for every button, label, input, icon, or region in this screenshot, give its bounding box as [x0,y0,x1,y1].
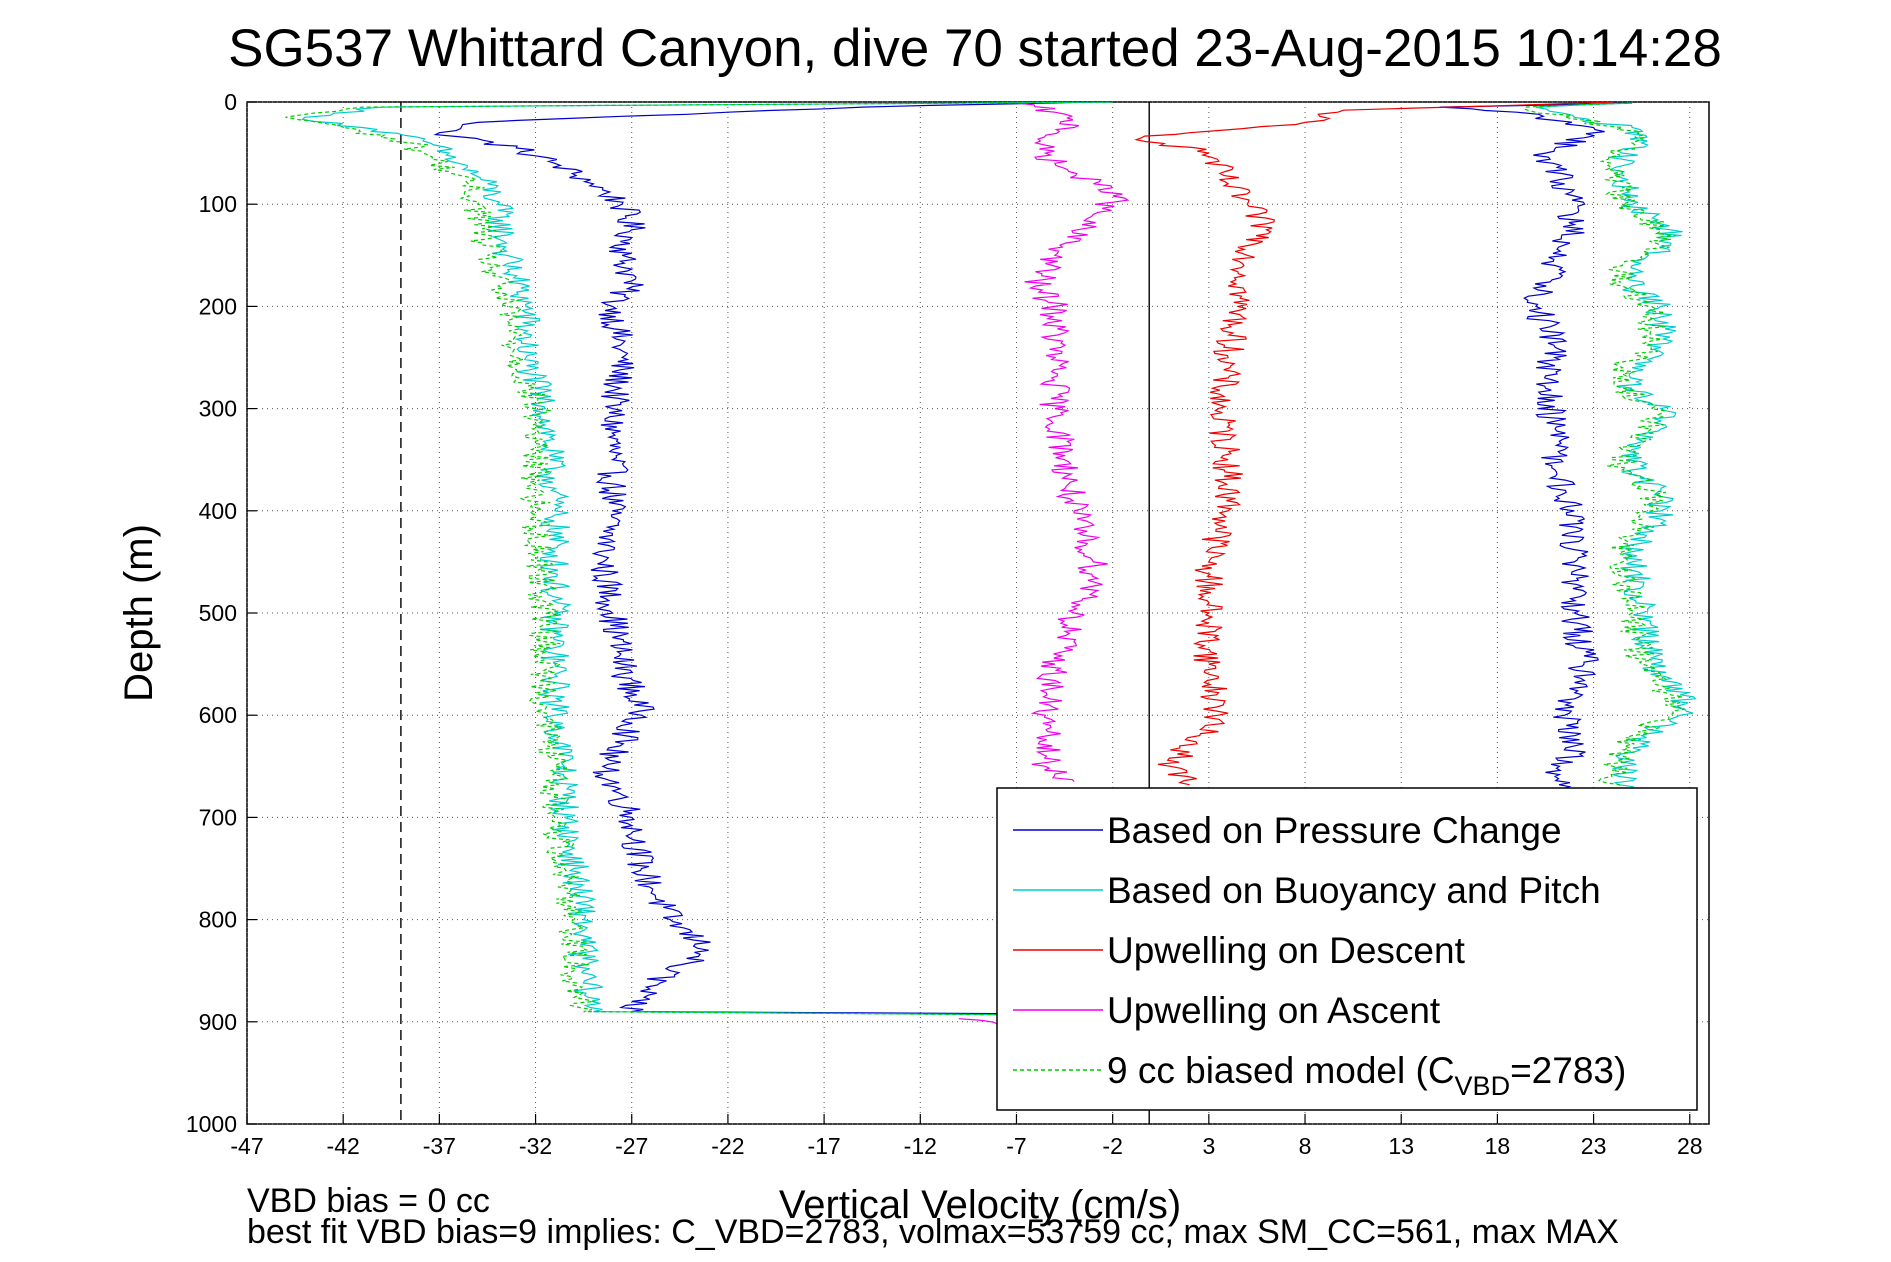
x-tick-label: -7 [1006,1133,1026,1159]
legend-box [996,787,1698,1111]
x-tick-label: -22 [711,1133,744,1159]
legend-entry-text: Based on Pressure Change [1107,810,1562,851]
y-tick-label: 300 [199,396,237,422]
x-tick-label: -47 [230,1133,263,1159]
y-tick-label: 0 [224,89,237,115]
legend-entry: Based on Buoyancy and Pitch [1107,870,1601,911]
legend-entry-text: 9 cc biased model (C [1107,1050,1455,1091]
legend-entry-text: Upwelling on Ascent [1107,990,1441,1031]
x-tick-label: -42 [327,1133,360,1159]
series-line [285,102,1113,1016]
series-line [433,102,1094,1015]
best-fit-note: best fit VBD bias=9 implies: C_VBD=2783,… [247,1213,1619,1251]
y-tick-label: 100 [199,191,237,217]
x-tick-label: -12 [904,1133,937,1159]
x-tick-label: 23 [1581,1133,1607,1159]
legend: Based on Pressure Change Based on Buoyanc… [996,787,1698,1111]
y-axis-label: Depth (m) [117,524,161,702]
x-axis-label: Vertical Velocity (cm/s) [779,1183,1181,1227]
y-tick-label: 400 [199,498,237,524]
legend-entry: Upwelling on Descent [1107,930,1466,971]
grid [246,101,1709,1125]
legend-entry: 9 cc biased model (CVBD=2783) [1107,1050,1626,1101]
x-tick-label: 28 [1677,1133,1703,1159]
legend-entry-text: Upwelling on Descent [1107,930,1466,971]
y-tick-label: 1000 [186,1111,237,1137]
x-tick-labels: -47 -42 -37 -32 -27 -22 -17 -12 -7 -2 3 8 13 18 23 28 [230,1133,1702,1159]
y-tick-label: 800 [199,907,237,933]
y-tick-label: 900 [199,1009,237,1035]
vbd-bias-note: VBD bias = 0 cc [247,1182,490,1220]
y-tick-label: 700 [199,804,237,830]
x-tick-label: 3 [1202,1133,1215,1159]
y-tick-label: 200 [199,293,237,319]
x-tick-label: 18 [1485,1133,1511,1159]
legend-entry: Based on Pressure Change [1107,810,1562,851]
series-line [958,1018,998,1025]
x-tick-label: -2 [1102,1133,1122,1159]
x-tick-label: -27 [615,1133,648,1159]
series-line [1016,102,1130,783]
legend-entry-suffix: =2783) [1510,1050,1626,1091]
series-line [301,102,1113,1016]
x-tick-label: -17 [807,1133,840,1159]
x-tick-label: 13 [1388,1133,1414,1159]
y-tick-label: 600 [199,702,237,728]
x-tick-label: 8 [1299,1133,1312,1159]
legend-entry-subscript: VBD [1455,1071,1511,1101]
x-tick-label: -37 [423,1133,456,1159]
y-tick-label: 500 [199,600,237,626]
x-tick-label: -32 [519,1133,552,1159]
legend-entry-text: Based on Buoyancy and Pitch [1107,870,1601,911]
chart-title: SG537 Whittard Canyon, dive 70 started 2… [228,19,1722,78]
y-tick-labels: 0 100 200 300 400 500 600 700 800 900 1000 [186,89,237,1137]
legend-entry: Upwelling on Ascent [1107,990,1441,1031]
series-line [1134,102,1613,786]
